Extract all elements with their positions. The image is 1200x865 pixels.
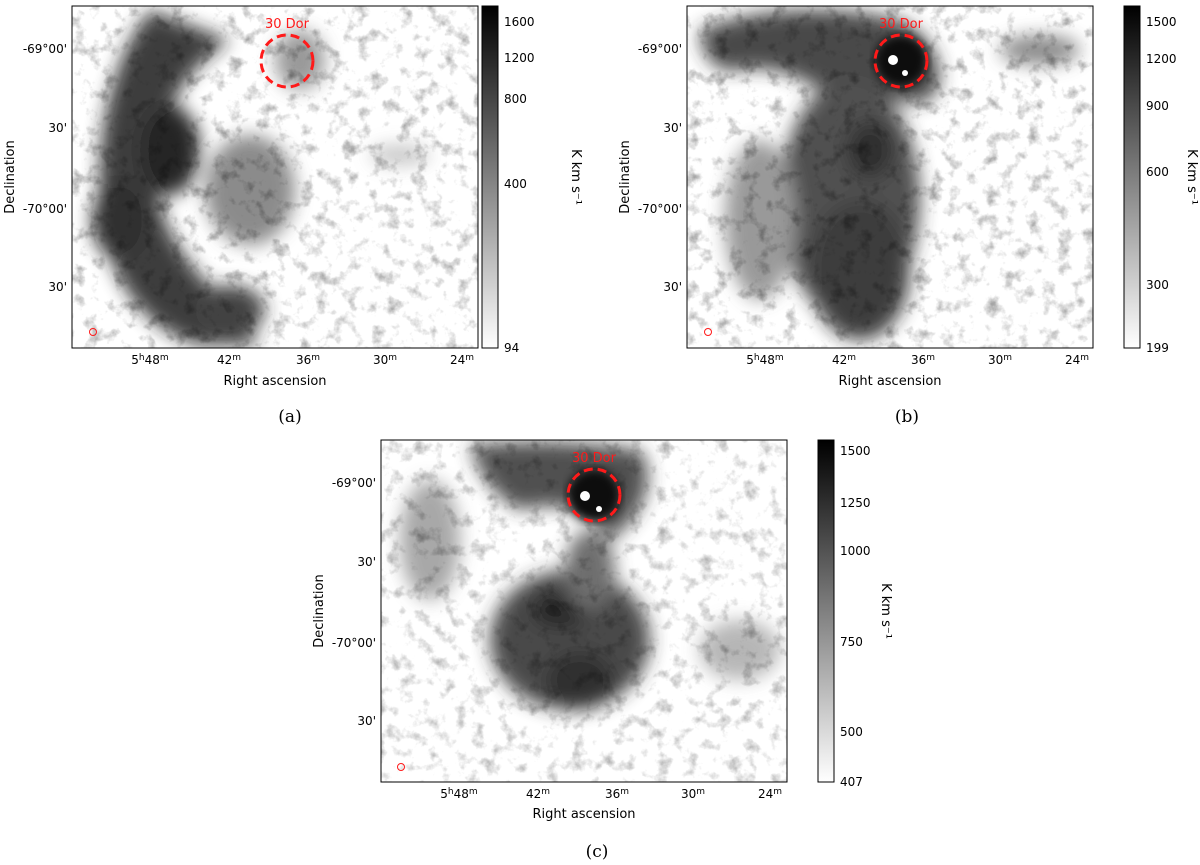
panel-b-colorbar	[1123, 5, 1141, 349]
panel-b-y-ticks: -69°00' 30' -70°00' 30'	[638, 42, 682, 294]
y-tick-label: -69°00'	[332, 476, 376, 490]
x-tick-label: 30m	[373, 353, 397, 367]
x-tick-label: 24m	[1065, 353, 1089, 367]
colorbar-tick-label: 1200	[504, 51, 535, 65]
panel-c-ylabel: Declination	[312, 574, 327, 648]
panel-c: 30 Dor 5h48m 42m 36m 30m 24m -69°00' 30'…	[312, 439, 893, 862]
x-tick-label: 36m	[605, 787, 629, 801]
colorbar-tick-label: 1250	[840, 496, 871, 510]
x-tick-label: 5h48m	[131, 353, 168, 367]
colorbar-tick-label: 1500	[840, 444, 871, 458]
panel-a-beam-icon	[89, 328, 97, 336]
y-tick-label: -69°00'	[23, 42, 67, 56]
panel-a-ylabel: Declination	[3, 140, 18, 214]
panel-a-caption: (a)	[278, 407, 301, 427]
x-tick-label: 30m	[681, 787, 705, 801]
x-tick-label: 42m	[217, 353, 241, 367]
panel-c-frame	[380, 439, 788, 783]
panel-b-30dor-label: 30 Dor	[879, 17, 924, 32]
colorbar-tick-label: 199	[1146, 341, 1169, 355]
panel-b: 30 Dor 5h48m 42m 36m 30m 24m -69°00' 30'…	[618, 5, 1199, 427]
colorbar-tick-label: 300	[1146, 278, 1169, 292]
panel-a: 30 Dor 5h48m 42m 36m 30m 24m -69°00' 30'…	[3, 5, 583, 427]
panel-c-map	[381, 440, 787, 782]
panel-b-colorbar-label: K km s⁻¹	[1184, 149, 1199, 205]
panel-a-colorbar-ticks: 94 400 800 1200 1600	[504, 15, 535, 355]
panel-a-xlabel: Right ascension	[223, 374, 326, 389]
panel-a-map	[72, 6, 478, 348]
colorbar-tick-label: 900	[1146, 99, 1169, 113]
panel-a-30dor-label: 30 Dor	[265, 17, 310, 32]
panel-b-caption: (b)	[895, 407, 919, 427]
colorbar-tick-label: 750	[840, 635, 863, 649]
panel-b-beam-icon	[704, 328, 712, 336]
panel-c-beam-icon	[397, 763, 405, 771]
panel-b-xlabel: Right ascension	[838, 374, 941, 389]
panel-a-30dor-circle	[259, 33, 315, 89]
panel-a-colorbar-label: K km s⁻¹	[568, 149, 583, 205]
x-tick-label: 30m	[988, 353, 1012, 367]
x-tick-label: 24m	[758, 787, 782, 801]
colorbar-tick-label: 800	[504, 92, 527, 106]
panel-c-xlabel: Right ascension	[532, 807, 635, 822]
colorbar-tick-label: 500	[840, 725, 863, 739]
panel-c-30dor-circle	[566, 467, 622, 523]
colorbar-tick-label: 1600	[504, 15, 535, 29]
colorbar-tick-label: 94	[504, 341, 519, 355]
x-tick-label: 42m	[832, 353, 856, 367]
panel-a-colorbar	[481, 5, 499, 349]
y-tick-label: -69°00'	[638, 42, 682, 56]
x-tick-label: 5h48m	[440, 787, 477, 801]
x-tick-label: 42m	[526, 787, 550, 801]
x-tick-label: 36m	[911, 353, 935, 367]
colorbar-tick-label: 1000	[840, 544, 871, 558]
x-tick-label: 5h48m	[746, 353, 783, 367]
x-tick-label: 36m	[296, 353, 320, 367]
y-tick-label: 30'	[357, 714, 376, 728]
panel-c-30dor-label: 30 Dor	[572, 451, 617, 466]
panel-b-30dor-circle	[873, 33, 929, 89]
colorbar-tick-label: 407	[840, 775, 863, 789]
y-tick-label: 30'	[357, 555, 376, 569]
colorbar-tick-label: 1200	[1146, 52, 1177, 66]
panel-c-x-ticks: 5h48m 42m 36m 30m 24m	[440, 787, 782, 801]
y-tick-label: -70°00'	[23, 202, 67, 216]
panel-b-ylabel: Declination	[618, 140, 633, 214]
y-tick-label: -70°00'	[638, 202, 682, 216]
colorbar-tick-label: 1500	[1146, 15, 1177, 29]
y-tick-label: 30'	[663, 280, 682, 294]
panel-a-y-ticks: -69°00' 30' -70°00' 30'	[23, 42, 67, 294]
panel-c-caption: (c)	[586, 842, 609, 862]
panel-a-x-ticks: 5h48m 42m 36m 30m 24m	[131, 353, 474, 367]
panel-b-x-ticks: 5h48m 42m 36m 30m 24m	[746, 353, 1089, 367]
y-tick-label: 30'	[48, 280, 67, 294]
panel-b-frame	[686, 5, 1094, 349]
panel-b-map	[687, 6, 1093, 348]
y-tick-label: -70°00'	[332, 636, 376, 650]
panel-c-colorbar-label: K km s⁻¹	[878, 583, 893, 639]
panel-c-y-ticks: -69°00' 30' -70°00' 30'	[332, 476, 376, 728]
panel-c-colorbar-ticks: 407 500 750 1000 1250 1500	[840, 444, 871, 789]
x-tick-label: 24m	[450, 353, 474, 367]
colorbar-tick-label: 600	[1146, 165, 1169, 179]
panel-b-colorbar-ticks: 199 300 600 900 1200 1500	[1146, 15, 1177, 355]
y-tick-label: 30'	[48, 121, 67, 135]
y-tick-label: 30'	[663, 121, 682, 135]
panel-a-frame	[71, 5, 479, 349]
panel-c-colorbar	[817, 439, 835, 783]
colorbar-tick-label: 400	[504, 177, 527, 191]
